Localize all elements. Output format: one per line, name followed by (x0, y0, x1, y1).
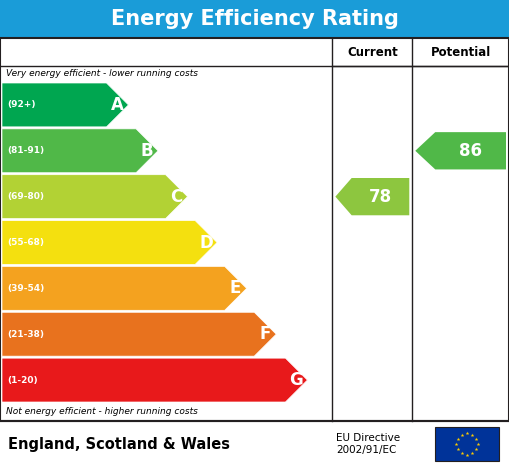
Text: Very energy efficient - lower running costs: Very energy efficient - lower running co… (6, 70, 198, 78)
Text: 78: 78 (369, 188, 392, 205)
Text: England, Scotland & Wales: England, Scotland & Wales (8, 437, 230, 452)
Text: (1-20): (1-20) (7, 375, 38, 384)
Text: Energy Efficiency Rating: Energy Efficiency Rating (110, 9, 399, 29)
Polygon shape (415, 132, 506, 170)
Text: E: E (230, 279, 241, 297)
Polygon shape (2, 312, 276, 356)
Bar (435, 427, 499, 460)
Polygon shape (2, 267, 247, 310)
Polygon shape (2, 83, 128, 127)
Text: EU Directive
2002/91/EC: EU Directive 2002/91/EC (336, 433, 400, 455)
Bar (0, 0, 509, 38)
Text: A: A (111, 96, 124, 114)
Text: Potential: Potential (431, 45, 491, 58)
Bar (0, 38, 509, 421)
Polygon shape (2, 220, 217, 264)
Text: F: F (260, 325, 271, 343)
Text: (21-38): (21-38) (7, 330, 44, 339)
Text: C: C (171, 188, 183, 205)
Polygon shape (2, 358, 307, 402)
Polygon shape (2, 129, 158, 173)
Text: (55-68): (55-68) (7, 238, 44, 247)
Text: G: G (290, 371, 303, 389)
Text: (92+): (92+) (7, 100, 36, 109)
Polygon shape (2, 175, 187, 219)
Text: 86: 86 (459, 142, 482, 160)
Text: (81-91): (81-91) (7, 146, 44, 156)
Text: (39-54): (39-54) (7, 284, 44, 293)
Text: (69-80): (69-80) (7, 192, 44, 201)
Polygon shape (335, 178, 409, 215)
Text: Not energy efficient - higher running costs: Not energy efficient - higher running co… (6, 408, 198, 417)
Text: D: D (199, 234, 213, 252)
Text: B: B (140, 142, 153, 160)
Text: Current: Current (347, 45, 398, 58)
